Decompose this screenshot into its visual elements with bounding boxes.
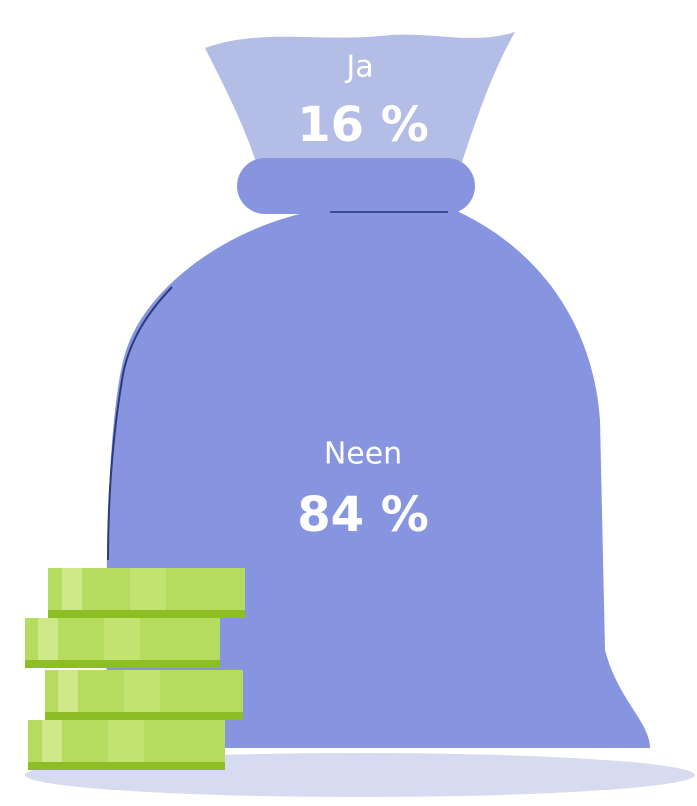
category-label: Neen: [324, 437, 402, 472]
bag-neck: [205, 32, 515, 162]
coin: [45, 670, 243, 720]
bag-outline: [107, 286, 173, 561]
coin: [48, 568, 245, 618]
category-label: Ja: [344, 50, 373, 85]
bag-knot: [237, 158, 475, 214]
coins: [25, 568, 245, 770]
value-label: 16 %: [297, 97, 429, 153]
coin: [28, 720, 225, 770]
value-label: 84 %: [297, 487, 429, 543]
coin: [25, 618, 220, 668]
